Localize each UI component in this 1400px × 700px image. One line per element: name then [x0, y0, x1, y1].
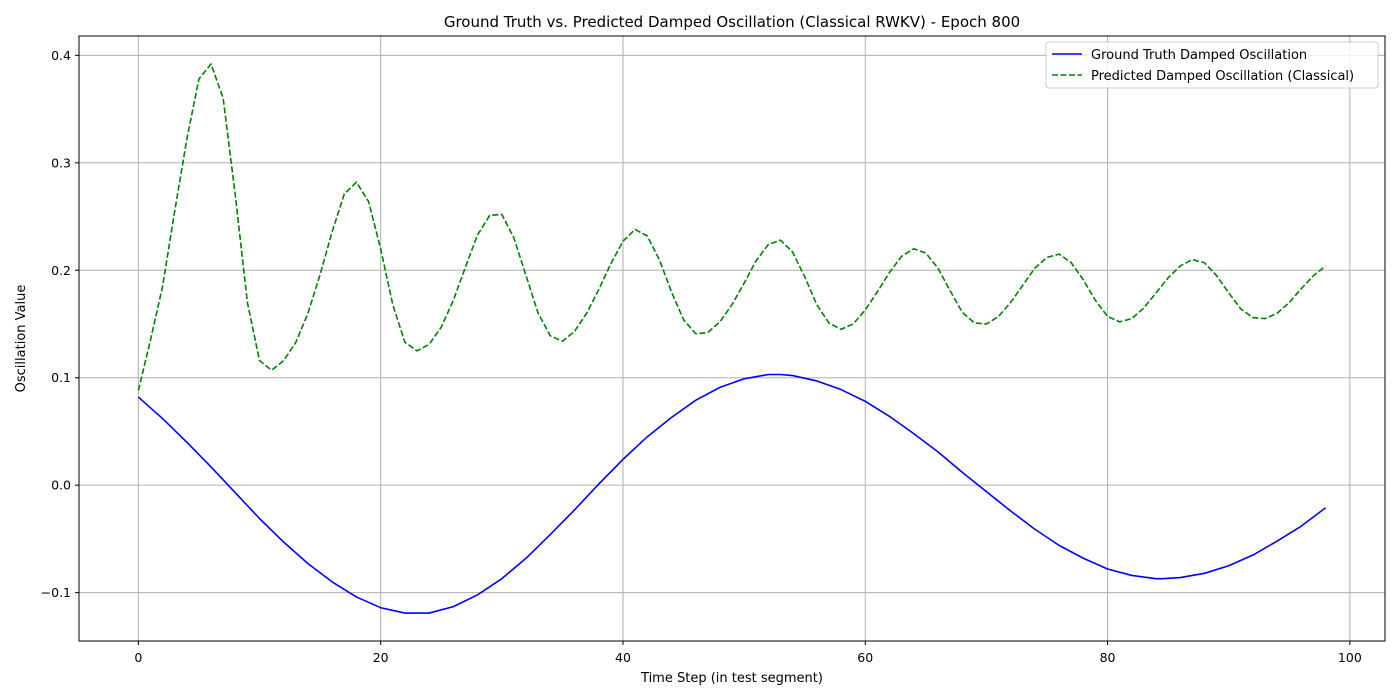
x-tick-label: 0 — [134, 650, 142, 665]
grid-lines — [79, 36, 1385, 641]
y-tick-label: 0.0 — [51, 478, 71, 493]
x-tick-label: 60 — [857, 650, 873, 665]
y-axis-label: Oscillation Value — [14, 285, 29, 393]
x-tick-label: 80 — [1100, 650, 1116, 665]
legend-label-predicted: Predicted Damped Oscillation (Classical) — [1091, 69, 1354, 84]
x-tick-label: 20 — [373, 650, 389, 665]
legend-label-ground-truth: Ground Truth Damped Oscillation — [1091, 48, 1307, 63]
plot-frame — [78, 35, 1386, 642]
series-line-ground-truth — [137, 373, 1327, 614]
y-tick-label: 0.3 — [51, 155, 71, 170]
legend: Ground Truth Damped Oscillation Predicte… — [1045, 41, 1379, 89]
chart-title: Ground Truth vs. Predicted Damped Oscill… — [444, 13, 1020, 31]
series-line-predicted — [137, 63, 1327, 391]
series-lines — [137, 63, 1327, 614]
x-axis-label: Time Step (in test segment) — [640, 671, 823, 686]
y-tick-label: −0.1 — [41, 585, 71, 600]
y-tick-label: 0.4 — [51, 48, 71, 63]
y-tick-label: 0.2 — [51, 263, 71, 278]
x-tick-label: 40 — [615, 650, 631, 665]
y-tick-label: 0.1 — [51, 370, 71, 385]
axis-ticks: 0 20 40 60 80 100 −0.1 0.0 0.1 0.2 0.3 0.4 — [41, 48, 1362, 665]
x-tick-label: 100 — [1338, 650, 1362, 665]
legend-box — [1045, 41, 1379, 89]
